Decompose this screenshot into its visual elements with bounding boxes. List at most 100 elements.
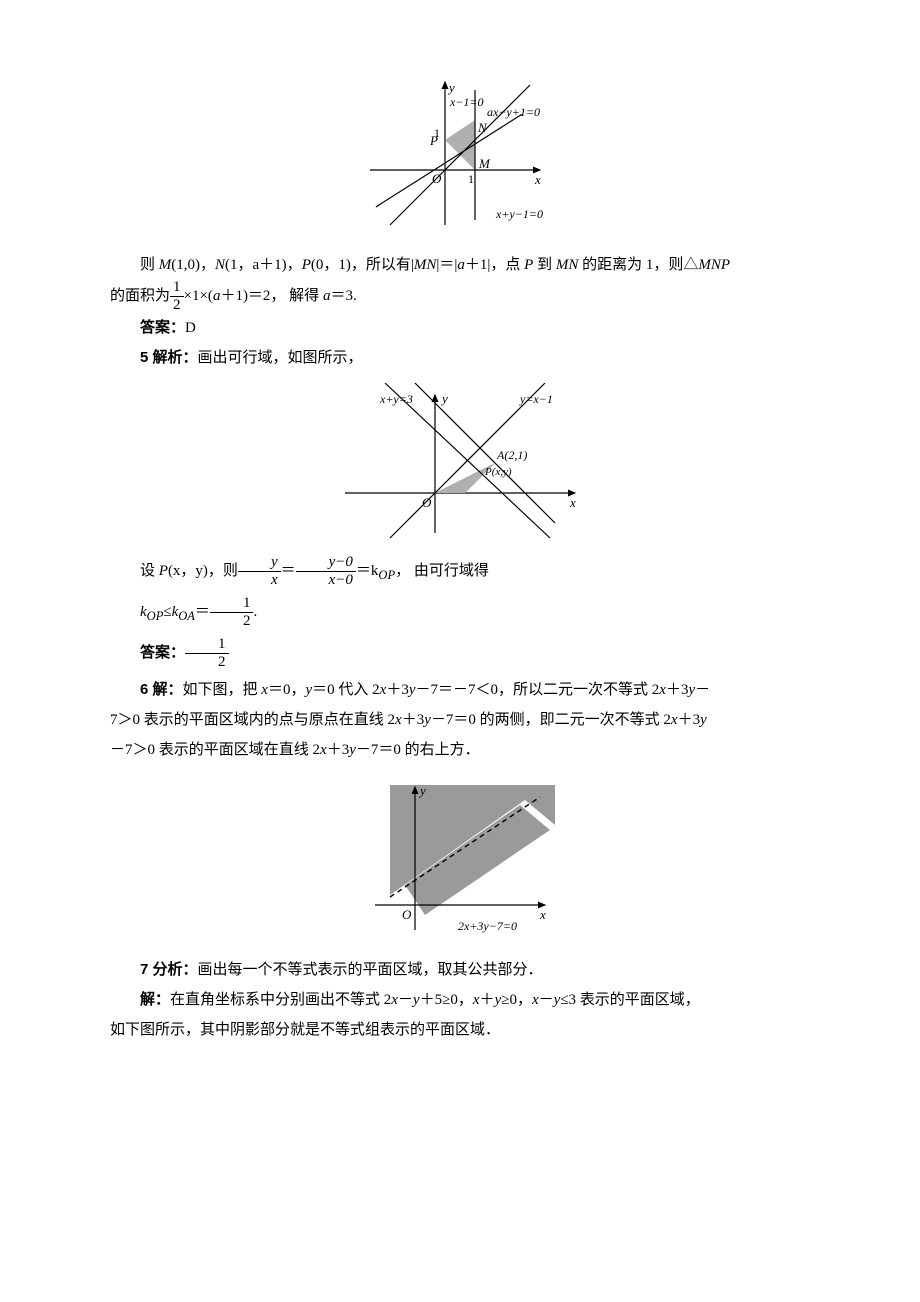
text: 到	[533, 257, 556, 273]
frac-half: 12	[170, 280, 184, 313]
text: ＋3	[402, 712, 425, 728]
svg-text:x+y−1=0: x+y−1=0	[495, 207, 543, 221]
text: ＋3	[327, 742, 350, 758]
para-5-kop: kOP≤kOA＝12.	[110, 594, 810, 631]
text: (0，1)，所以有|	[311, 257, 414, 273]
answer-5: 答案：12	[110, 635, 810, 671]
svg-text:x: x	[539, 907, 546, 922]
para-5-setp: 设 P(x，y)，则yx＝y−0x−0＝kOP， 由可行域得	[110, 553, 810, 590]
var-mnp: MNP	[698, 257, 730, 273]
svg-text:O: O	[422, 495, 432, 510]
text: 设	[140, 563, 159, 579]
text: 如下图所示，其中阴影部分就是不等式组表示的平面区域．	[110, 1022, 500, 1038]
frac-y0x0: y−0x−0	[296, 555, 356, 588]
text: 在直角坐标系中分别画出不等式 2	[170, 992, 391, 1008]
svg-text:2x+3y−7=0: 2x+3y−7=0	[458, 919, 517, 933]
text: －7＝－7＜0，所以二元一次不等式 2	[416, 682, 660, 698]
var-x: x	[395, 712, 402, 728]
text: (1，a＋1)，	[225, 257, 302, 273]
figure-1: y x O x−1=0 ax−y+1=0 x+y−1=0 N M P 1 1	[350, 70, 570, 240]
text: (1,0)，	[171, 257, 215, 273]
text: －7＝0 的两侧，即二元一次不等式 2	[431, 712, 671, 728]
text: －	[695, 682, 710, 698]
text: ×1×(	[184, 288, 213, 304]
var-y: y	[700, 712, 707, 728]
answer-value: D	[185, 320, 196, 336]
svg-text:y: y	[440, 391, 448, 406]
var-y: y	[413, 992, 420, 1008]
svg-text:1: 1	[434, 126, 440, 140]
text: －7＞0 表示的平面区域在直线 2	[110, 742, 320, 758]
text: ＝k	[356, 563, 379, 579]
problem-5-analysis: 5 解析：画出可行域，如图所示，	[110, 343, 810, 373]
svg-text:x−1=0: x−1=0	[449, 95, 484, 109]
problem-7-solution: 解：在直角坐标系中分别画出不等式 2x－y＋5≥0，x＋y≥0，x－y≤3 表示…	[110, 985, 810, 1015]
problem-7-line2: 如下图所示，其中阴影部分就是不等式组表示的平面区域．	[110, 1015, 810, 1045]
sub-oa: OA	[178, 609, 195, 623]
answer-4: 答案：D	[110, 313, 810, 343]
text: 画出每一个不等式表示的平面区域，取其公共部分．	[198, 962, 543, 978]
var-p: P	[302, 257, 311, 273]
denominator: 2	[185, 654, 229, 670]
numerator: 1	[185, 637, 229, 654]
svg-text:x+y=3: x+y=3	[379, 392, 413, 406]
svg-text:M: M	[478, 156, 491, 171]
var-y: y	[424, 712, 431, 728]
var-p: P	[159, 563, 168, 579]
problem-6-line1: 6 解：如下图，把 x＝0，y＝0 代入 2x＋3y－7＝－7＜0，所以二元一次…	[110, 675, 810, 705]
var-p: P	[524, 257, 533, 273]
svg-text:O: O	[432, 171, 442, 186]
text: ＝0 代入 2	[312, 682, 380, 698]
text: ＋1|，点	[465, 257, 524, 273]
text: 的距离为 1，则△	[578, 257, 698, 273]
text: ＋3	[386, 682, 409, 698]
text: 7＞0 表示的平面区域内的点与原点在直线 2	[110, 712, 395, 728]
svg-text:x: x	[569, 495, 576, 510]
text: ＋	[480, 992, 495, 1008]
svg-text:ax−y+1=0: ax−y+1=0	[487, 105, 540, 119]
text: ＋3	[666, 682, 689, 698]
frac-half: 12	[210, 596, 254, 629]
text: 的面积为	[110, 288, 170, 304]
text: －7＝0 的右上方．	[356, 742, 480, 758]
text: －	[398, 992, 413, 1008]
var-y: y	[349, 742, 356, 758]
text: .	[253, 604, 257, 620]
var-x: x	[659, 682, 666, 698]
text: 画出可行域，如图所示，	[198, 350, 363, 366]
label: 6 解：	[140, 681, 183, 698]
text: ＋3	[678, 712, 701, 728]
svg-text:1: 1	[468, 172, 474, 186]
problem-6-line3: －7＞0 表示的平面区域在直线 2x＋3y－7＝0 的右上方．	[110, 735, 810, 765]
sub-op: OP	[147, 609, 164, 623]
frac-yx: yx	[238, 555, 281, 588]
svg-text:O: O	[402, 907, 412, 922]
svg-text:y=x−1: y=x−1	[519, 392, 553, 406]
sub-op: OP	[378, 568, 395, 582]
denominator: 2	[210, 613, 254, 629]
text: ＋1)＝2， 解得	[220, 288, 323, 304]
var-m: M	[159, 257, 172, 273]
var-x: x	[261, 682, 268, 698]
text: ＝	[195, 604, 210, 620]
numerator: 1	[210, 596, 254, 613]
var-x: x	[320, 742, 327, 758]
text: －	[539, 992, 554, 1008]
text: ≤3 表示的平面区域，	[560, 992, 699, 1008]
var-x: x	[391, 992, 398, 1008]
text: 如下图，把	[183, 682, 262, 698]
text: 则	[140, 257, 159, 273]
denominator: x	[238, 572, 281, 588]
answer-label: 答案：	[140, 319, 185, 336]
text: ＝3.	[330, 288, 356, 304]
label: 7 分析：	[140, 961, 198, 978]
svg-text:P(x,y): P(x,y)	[484, 466, 512, 478]
var-k: k	[140, 604, 147, 620]
figure-3: y x O 2x+3y−7=0	[360, 775, 560, 945]
answer-label: 答案：	[140, 644, 185, 661]
text: ＝0，	[268, 682, 306, 698]
var-a: a	[457, 257, 465, 273]
problem-7-analysis: 7 分析：画出每一个不等式表示的平面区域，取其公共部分．	[110, 955, 810, 985]
var-mn: MN	[556, 257, 579, 273]
numerator: y−0	[296, 555, 356, 572]
